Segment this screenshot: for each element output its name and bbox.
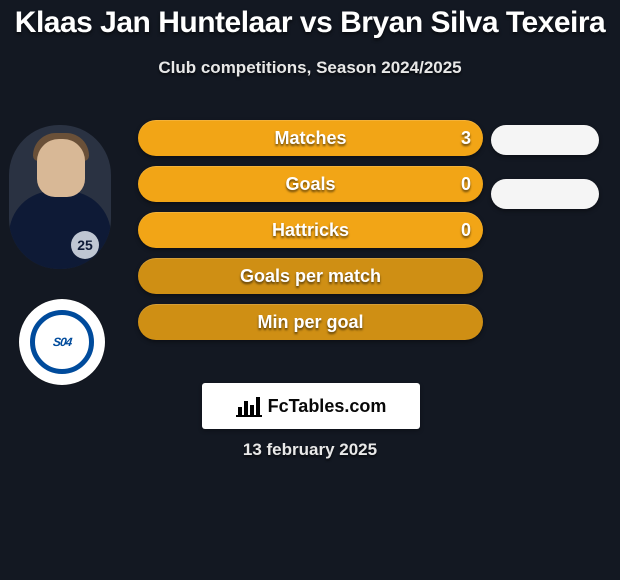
stat-bar: Goals per match xyxy=(138,258,483,294)
stat-bar-value-left: 3 xyxy=(461,128,471,149)
stat-bar-label: Min per goal xyxy=(257,312,363,333)
right-pill xyxy=(491,125,599,155)
club-badge-ring: S04 xyxy=(30,310,94,374)
watermark-text: FcTables.com xyxy=(268,396,387,417)
page-title: Klaas Jan Huntelaar vs Bryan Silva Texei… xyxy=(0,0,620,40)
stat-bar-label: Goals per match xyxy=(240,266,381,287)
bar-chart-icon xyxy=(236,395,262,417)
right-player-pills xyxy=(491,122,599,233)
player-jersey xyxy=(9,191,111,269)
club-badge: S04 xyxy=(19,299,105,385)
stat-bar-label: Matches xyxy=(274,128,346,149)
stat-bar-value-left: 0 xyxy=(461,220,471,241)
subtitle: Club competitions, Season 2024/2025 xyxy=(0,58,620,78)
stat-bar: Hattricks 0 xyxy=(138,212,483,248)
watermark: FcTables.com xyxy=(202,383,420,429)
stat-bar-value-left: 0 xyxy=(461,174,471,195)
right-pill xyxy=(491,179,599,209)
stat-bar: Matches 3 xyxy=(138,120,483,156)
stat-bar-label: Goals xyxy=(285,174,335,195)
club-badge-text: S04 xyxy=(52,335,72,349)
stat-bar: Goals 0 xyxy=(138,166,483,202)
left-player-column: 25 S04 xyxy=(9,125,119,385)
footer-date: 13 february 2025 xyxy=(0,440,620,460)
stat-bar-label: Hattricks xyxy=(272,220,349,241)
player-face xyxy=(37,139,85,197)
stat-bars: Matches 3 Goals 0 Hattricks 0 Goals per match M… xyxy=(138,120,483,350)
jersey-number: 25 xyxy=(71,231,99,259)
player-avatar: 25 xyxy=(9,125,111,269)
stat-bar: Min per goal xyxy=(138,304,483,340)
